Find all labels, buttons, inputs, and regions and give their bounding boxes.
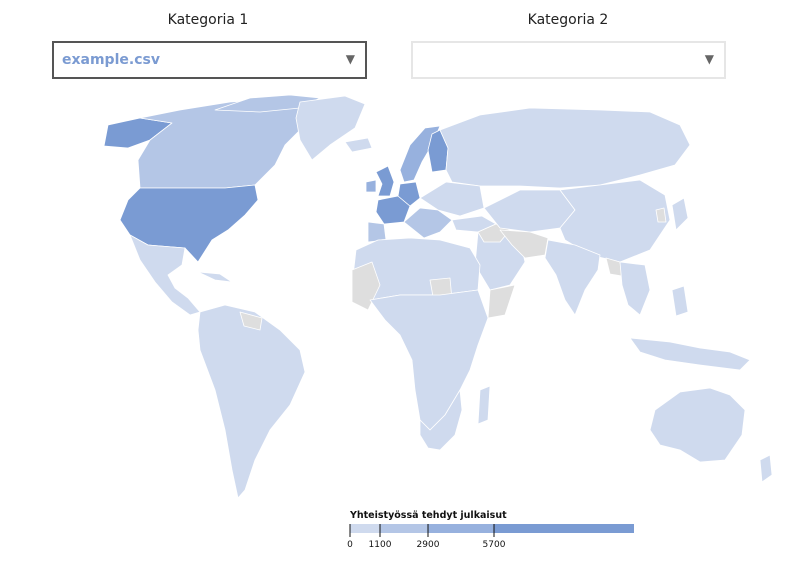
legend-title: Yhteistyössä tehdyt julkaisut (350, 510, 507, 521)
legend-tick-label-4: 5700 (483, 540, 506, 550)
region-indonesia[interactable] (629, 337, 751, 371)
category-1-label: Kategoria 1 (167, 12, 249, 28)
region-australia[interactable] (649, 387, 746, 463)
region-guianas[interactable] (239, 311, 263, 331)
region-madagascar[interactable] (477, 385, 491, 425)
category-1-selected-value: example.csv (62, 52, 160, 68)
legend-swatch-3 (428, 524, 494, 533)
region-southeast-asia[interactable] (619, 261, 651, 316)
region-greenland[interactable] (295, 95, 366, 161)
category-2-select[interactable]: ▼ (411, 41, 726, 79)
category-1-select[interactable]: example.csv ▼ (52, 41, 367, 79)
region-iceland[interactable] (344, 137, 373, 153)
region-horn-of-africa[interactable] (487, 284, 516, 319)
region-new-zealand[interactable] (759, 454, 773, 483)
legend-tick-label-3: 2900 (417, 540, 440, 550)
chevron-down-icon: ▼ (704, 52, 714, 66)
region-philippines[interactable] (671, 285, 689, 317)
region-southern-europe[interactable] (403, 207, 453, 239)
region-arctic-islands[interactable] (214, 94, 321, 113)
region-germany[interactable] (397, 181, 421, 207)
legend-tick-label-1: 0 (347, 540, 353, 550)
region-united-states[interactable] (119, 184, 259, 263)
region-ireland[interactable] (365, 179, 377, 193)
legend-swatch-4 (494, 524, 634, 533)
chevron-down-icon: ▼ (345, 52, 355, 66)
legend-tick-label-2: 1100 (369, 540, 392, 550)
region-russia[interactable] (439, 107, 691, 189)
color-legend: 0 1100 2900 5700 (347, 524, 634, 550)
region-iran-afghanistan[interactable] (499, 229, 549, 259)
region-japan[interactable] (671, 197, 689, 231)
region-south-america[interactable] (197, 304, 306, 499)
legend-swatch-1 (350, 524, 380, 533)
region-iberia[interactable] (367, 221, 387, 243)
region-central-africa[interactable] (369, 289, 489, 431)
region-united-kingdom[interactable] (375, 165, 395, 197)
category-2-label: Kategoria 2 (527, 12, 609, 28)
region-sahara-no-data[interactable] (351, 261, 381, 311)
region-korea[interactable] (655, 207, 667, 223)
legend-swatch-2 (380, 524, 428, 533)
region-caribbean[interactable] (197, 271, 233, 283)
region-india[interactable] (544, 239, 601, 316)
region-china[interactable] (559, 179, 671, 263)
region-central-asia[interactable] (483, 189, 576, 233)
region-mexico-central-america[interactable] (129, 234, 201, 316)
region-southern-africa[interactable] (419, 389, 463, 451)
world-map (103, 94, 773, 499)
